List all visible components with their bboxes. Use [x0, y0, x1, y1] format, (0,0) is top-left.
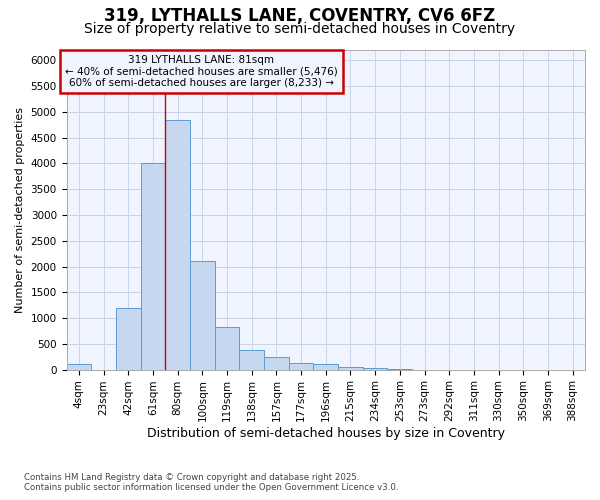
- X-axis label: Distribution of semi-detached houses by size in Coventry: Distribution of semi-detached houses by …: [147, 427, 505, 440]
- Text: 319, LYTHALLS LANE, COVENTRY, CV6 6FZ: 319, LYTHALLS LANE, COVENTRY, CV6 6FZ: [104, 8, 496, 26]
- Bar: [338, 367, 363, 370]
- Text: Contains HM Land Registry data © Crown copyright and database right 2025.
Contai: Contains HM Land Registry data © Crown c…: [24, 473, 398, 492]
- Bar: [215, 328, 239, 370]
- Bar: [388, 368, 412, 370]
- Bar: [363, 368, 388, 370]
- Bar: [190, 262, 215, 370]
- Bar: [264, 356, 289, 370]
- Bar: [313, 364, 338, 370]
- Bar: [165, 120, 190, 370]
- Bar: [140, 164, 165, 370]
- Text: 319 LYTHALLS LANE: 81sqm
← 40% of semi-detached houses are smaller (5,476)
60% o: 319 LYTHALLS LANE: 81sqm ← 40% of semi-d…: [65, 55, 338, 88]
- Bar: [116, 308, 140, 370]
- Text: Size of property relative to semi-detached houses in Coventry: Size of property relative to semi-detach…: [85, 22, 515, 36]
- Y-axis label: Number of semi-detached properties: Number of semi-detached properties: [15, 107, 25, 313]
- Bar: [289, 363, 313, 370]
- Bar: [67, 364, 91, 370]
- Bar: [239, 350, 264, 370]
